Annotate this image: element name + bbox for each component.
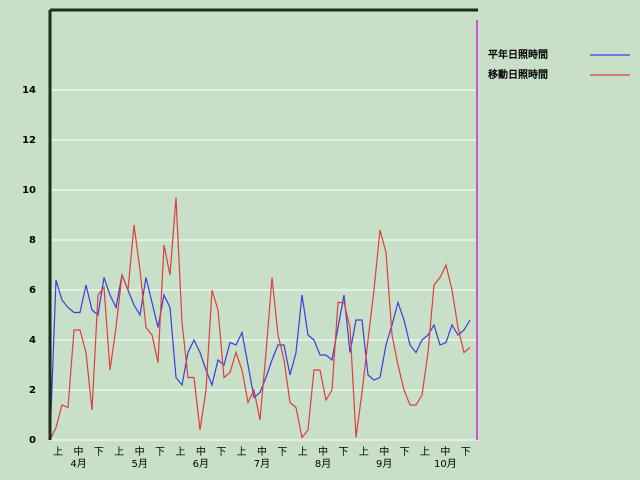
- month-label: 6月: [193, 458, 209, 470]
- x-tick-label: 中: [74, 445, 84, 458]
- y-tick-label: 8: [29, 235, 36, 246]
- month-label: 9月: [376, 458, 392, 470]
- x-tick-label: 下: [461, 447, 471, 458]
- x-tick-label: 下: [94, 447, 104, 458]
- x-tick-label: 上: [175, 446, 185, 458]
- y-tick-label: 10: [22, 185, 36, 196]
- y-tick-label: 14: [22, 85, 36, 96]
- lines: [49, 197, 471, 441]
- x-tick-label: 中: [318, 445, 328, 458]
- legend-label: 移動日照時間: [488, 68, 548, 81]
- x-tick-label: 中: [257, 445, 267, 458]
- x-tick-label: 上: [53, 446, 63, 458]
- x-tick-label: 上: [114, 446, 124, 458]
- month-label: 8月: [315, 458, 331, 470]
- x-tick-label: 上: [298, 446, 308, 458]
- x-tick-label: 上: [237, 446, 247, 458]
- x-tick-label: 中: [379, 445, 389, 458]
- y-tick-label: 0: [29, 435, 36, 446]
- x-tick-label: 下: [155, 447, 165, 458]
- grid: [50, 89, 478, 441]
- x-tick-label: 下: [400, 447, 410, 458]
- month-label: 4月: [70, 458, 86, 470]
- month-label: 7月: [254, 458, 270, 470]
- y-tick-label: 2: [29, 385, 36, 396]
- y-tick-label: 12: [22, 135, 36, 146]
- y-tick-label: 6: [29, 285, 36, 296]
- x-tick-label: 上: [420, 446, 430, 458]
- month-label: 5月: [131, 458, 147, 470]
- labels: 02468101214上中下上中下上中下上中下上中下上中下上中下4月 5月 6月 7月…: [22, 48, 630, 470]
- x-tick-label: 下: [216, 447, 226, 458]
- x-tick-label: 中: [440, 445, 450, 458]
- x-tick-label: 下: [277, 447, 287, 458]
- legend-label: 平年日照時間: [488, 48, 548, 61]
- x-tick-label: 中: [196, 445, 206, 458]
- series-line: [49, 272, 471, 441]
- month-label: 10月: [434, 458, 457, 470]
- series-line: [49, 197, 471, 441]
- x-tick-label: 中: [135, 445, 145, 458]
- x-tick-label: 下: [338, 447, 348, 458]
- y-tick-label: 4: [29, 335, 36, 346]
- x-tick-label: 上: [359, 446, 369, 458]
